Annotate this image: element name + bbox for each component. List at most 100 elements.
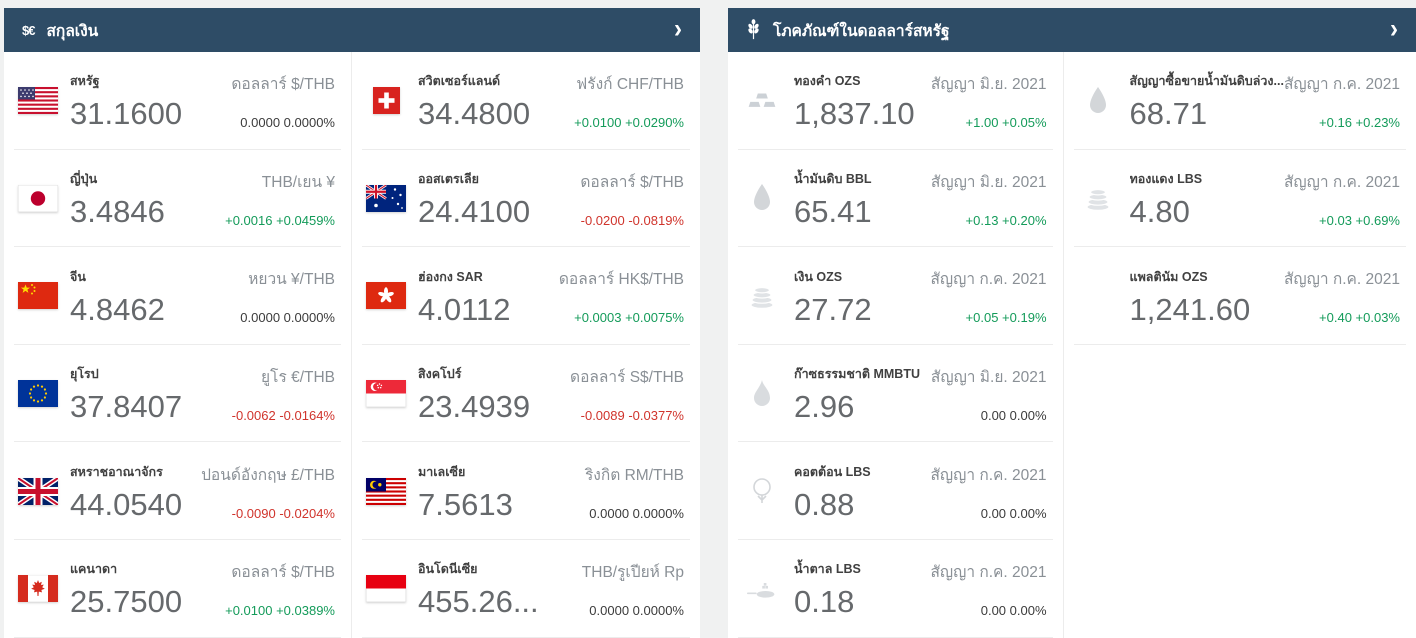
quote-change: +0.16 +0.23%	[1319, 115, 1400, 131]
currency-quote-cell[interactable]: อินโดนีเซีย 455.26... THB/รูเปียห์ Rp 0.…	[352, 539, 700, 638]
quote-change: +0.0003 +0.0075%	[574, 310, 684, 326]
quote-name: อินโดนีเซีย	[418, 562, 478, 577]
currency-quote-cell[interactable]: ยุโรป 37.8407 ยูโร €/THB -0.0062 -0.0164…	[4, 344, 352, 443]
quote-price: 65.41	[794, 194, 872, 230]
quote-price: 0.88	[794, 486, 855, 522]
quote-unit: ฟรังก์ CHF/THB	[576, 76, 684, 94]
chevron-right-icon[interactable]: ›	[674, 14, 682, 45]
flag-my-icon	[364, 478, 408, 505]
currencies-panel-header[interactable]: $€ สกุลเงิน ›	[4, 8, 700, 52]
quote-change: 0.00 0.00%	[980, 505, 1047, 521]
quote-name: น้ำตาล LBS	[794, 562, 861, 577]
quote-name: สหราชอาณาจักร	[70, 464, 163, 479]
quote-name: แคนาดา	[70, 562, 118, 577]
currency-quote-cell[interactable]: ญี่ปุ่น 3.4846 THB/เยน ¥ +0.0016 +0.0459…	[4, 149, 352, 248]
quote-name: จีน	[70, 269, 86, 284]
commodity-quote-cell[interactable]: แพลตินัม OZS 1,241.60 สัญญา ก.ค. 2021 +0…	[1063, 247, 1416, 345]
currency-quote-cell[interactable]: ฮ่องกง SAR 4.0112 ดอลลาร์ HK$/THB +0.000…	[352, 247, 700, 345]
flag-us-icon	[16, 87, 60, 114]
quote-unit: THB/รูเปียห์ Rp	[581, 564, 684, 582]
commodity-quote-cell[interactable]: ทองแดง LBS 4.80 สัญญา ก.ค. 2021 +0.03 +0…	[1063, 149, 1416, 248]
quote-price: 68.71	[1129, 96, 1208, 132]
currency-quote-cell[interactable]: สหรัฐ 31.1600 ดอลลาร์ $/THB 0.0000 0.000…	[4, 52, 352, 150]
flag-sg-icon	[364, 380, 408, 407]
quote-price: 27.72	[794, 291, 872, 327]
quote-unit: สัญญา มิ.ย. 2021	[930, 173, 1047, 191]
commodity-quote-cell[interactable]: คอตต้อน LBS 0.88 สัญญา ก.ค. 2021 0.00 0.…	[728, 442, 1064, 540]
quote-unit: ดอลลาร์ $/THB	[231, 76, 335, 94]
commodities-panel-header[interactable]: โภคภัณฑ์ในดอลลาร์สหรัฐ ›	[728, 8, 1416, 52]
quote-price: 7.5613	[418, 486, 513, 522]
quote-unit: สัญญา ก.ค. 2021	[1283, 271, 1400, 289]
quote-change: +0.0016 +0.0459%	[225, 212, 335, 228]
quote-price: 0.18	[794, 584, 855, 620]
quote-unit: สัญญา ก.ค. 2021	[1283, 76, 1400, 94]
quote-change: +0.40 +0.03%	[1319, 310, 1400, 326]
currency-quote-cell[interactable]: สวิตเซอร์แลนด์ 34.4800 ฟรังก์ CHF/THB +0…	[352, 52, 700, 150]
quote-change: +0.05 +0.19%	[965, 310, 1047, 326]
quote-change: 0.0000 0.0000%	[589, 603, 684, 619]
flag-id-icon	[364, 575, 408, 602]
quote-unit: THB/เยน ¥	[261, 173, 335, 191]
quote-unit: สัญญา ก.ค. 2021	[930, 271, 1047, 289]
currency-quote-cell[interactable]: ออสเตรเลีย 24.4100 ดอลลาร์ $/THB -0.0200…	[352, 149, 700, 248]
gold-bars-icon	[740, 86, 784, 116]
currency-quote-cell[interactable]: มาเลเซีย 7.5613 ริงกิต RM/THB 0.0000 0.0…	[352, 442, 700, 540]
quote-price: 3.4846	[70, 194, 165, 230]
currency-quote-cell[interactable]: สิงคโปร์ 23.4939 ดอลลาร์ S$/THB -0.0089 …	[352, 344, 700, 443]
quote-unit: ดอลลาร์ HK$/THB	[558, 271, 684, 289]
quote-price: 4.80	[1129, 194, 1190, 230]
quote-price: 4.0112	[418, 291, 511, 327]
quote-price: 37.8407	[70, 389, 183, 425]
coins-stack-icon	[740, 281, 784, 311]
quote-unit: ดอลลาร์ $/THB	[231, 564, 335, 582]
quote-name: น้ำมันดิบ BBL	[794, 172, 872, 187]
quote-unit: สัญญา ก.ค. 2021	[930, 466, 1047, 484]
quote-name: ฮ่องกง SAR	[418, 269, 483, 284]
quote-change: -0.0090 -0.0204%	[231, 505, 335, 521]
quote-unit: ดอลลาร์ $/THB	[580, 173, 684, 191]
quote-price: 24.4100	[418, 194, 531, 230]
commodity-quote-cell[interactable]: เงิน OZS 27.72 สัญญา ก.ค. 2021 +0.05 +0.…	[728, 247, 1064, 345]
quote-unit: สัญญา ก.ค. 2021	[1283, 173, 1400, 191]
quote-change: +0.0100 +0.0290%	[574, 115, 684, 131]
commodities-grid: ทองคำ OZS 1,837.10 สัญญา มิ.ย. 2021 +1.0…	[728, 52, 1416, 638]
quote-name: ก๊าซธรรมชาติ MMBTU	[794, 367, 920, 382]
currency-quote-cell[interactable]: สหราชอาณาจักร 44.0540 ปอนด์อังกฤษ £/THB …	[4, 442, 352, 540]
flame-icon	[740, 379, 784, 409]
quote-change: 0.00 0.00%	[980, 408, 1047, 424]
quote-price: 25.7500	[70, 584, 183, 620]
currencies-grid: สหรัฐ 31.1600 ดอลลาร์ $/THB 0.0000 0.000…	[4, 52, 700, 638]
oil-drop-icon	[740, 183, 784, 213]
currency-quote-cell[interactable]: จีน 4.8462 หยวน ¥/THB 0.0000 0.0000%	[4, 247, 352, 345]
quote-name: สวิตเซอร์แลนด์	[418, 74, 501, 89]
currency-symbols-icon: $€	[22, 22, 36, 38]
currencies-panel: $€ สกุลเงิน › สหรัฐ 31.1600 ดอลลาร์ $/TH…	[4, 8, 700, 638]
currency-quote-cell[interactable]: แคนาดา 25.7500 ดอลลาร์ $/THB +0.0100 +0.…	[4, 539, 352, 638]
quote-unit: สัญญา ก.ค. 2021	[930, 564, 1047, 582]
quote-change: +0.13 +0.20%	[965, 212, 1047, 228]
quote-price: 2.96	[794, 389, 855, 425]
sugar-spoon-icon	[740, 574, 784, 604]
chevron-right-icon[interactable]: ›	[1390, 14, 1398, 45]
quote-unit: ยูโร €/THB	[261, 369, 335, 387]
commodity-quote-cell[interactable]: น้ำมันดิบ BBL 65.41 สัญญา มิ.ย. 2021 +0.…	[728, 149, 1064, 248]
cotton-icon	[740, 476, 784, 506]
commodity-quote-cell[interactable]: ทองคำ OZS 1,837.10 สัญญา มิ.ย. 2021 +1.0…	[728, 52, 1064, 150]
quote-name: ยุโรป	[70, 367, 99, 382]
quote-name: ออสเตรเลีย	[418, 172, 480, 187]
commodity-quote-cell[interactable]: ก๊าซธรรมชาติ MMBTU 2.96 สัญญา มิ.ย. 2021…	[728, 344, 1064, 443]
commodities-panel: โภคภัณฑ์ในดอลลาร์สหรัฐ › ทองคำ OZS 1,837…	[728, 8, 1416, 638]
commodity-quote-cell[interactable]: น้ำตาล LBS 0.18 สัญญา ก.ค. 2021 0.00 0.0…	[728, 539, 1064, 638]
quote-name: ญี่ปุ่น	[70, 172, 98, 187]
quote-change: -0.0200 -0.0819%	[580, 212, 684, 228]
commodity-quote-cell[interactable]: สัญญาซื้อขายน้ำมันดิบล่วง... 68.71 สัญญา…	[1063, 52, 1416, 150]
flag-gb-icon	[16, 478, 60, 505]
quote-name: ทองคำ OZS	[794, 74, 861, 89]
oil-drop-icon	[1076, 86, 1120, 116]
quote-change: -0.0089 -0.0377%	[580, 408, 684, 424]
coins-stack-icon	[1076, 183, 1120, 213]
quote-change: -0.0062 -0.0164%	[231, 408, 335, 424]
quote-change: 0.00 0.00%	[980, 603, 1047, 619]
